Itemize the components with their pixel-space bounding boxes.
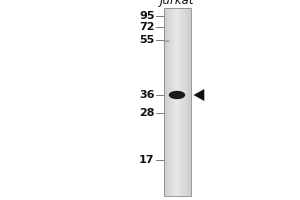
Bar xyxy=(182,8,183,196)
Text: Jurkat: Jurkat xyxy=(160,0,194,7)
Bar xyxy=(179,8,180,196)
Bar xyxy=(186,8,187,196)
Ellipse shape xyxy=(169,91,185,99)
Bar xyxy=(174,8,175,196)
Bar xyxy=(175,8,176,196)
Bar xyxy=(188,8,189,196)
Bar xyxy=(167,8,168,196)
Bar xyxy=(176,8,177,196)
Bar xyxy=(168,8,169,196)
Polygon shape xyxy=(194,89,204,101)
Bar xyxy=(189,8,190,196)
Bar xyxy=(187,8,188,196)
Text: 17: 17 xyxy=(139,155,154,165)
Bar xyxy=(171,8,172,196)
Bar xyxy=(183,8,184,196)
Bar xyxy=(165,8,166,196)
Bar xyxy=(167,8,168,196)
Bar xyxy=(170,8,171,196)
Text: 55: 55 xyxy=(139,35,154,45)
Bar xyxy=(172,8,173,196)
Bar xyxy=(164,8,165,196)
Bar xyxy=(190,8,191,196)
Text: 36: 36 xyxy=(139,90,154,100)
Bar xyxy=(180,8,181,196)
Bar xyxy=(187,8,188,196)
Bar xyxy=(177,8,178,196)
Bar xyxy=(166,8,167,196)
Bar xyxy=(166,8,167,196)
Text: 95: 95 xyxy=(139,11,154,21)
Bar xyxy=(182,8,183,196)
Text: 28: 28 xyxy=(139,108,154,118)
Bar xyxy=(181,8,182,196)
Bar xyxy=(176,8,177,196)
Bar xyxy=(178,8,179,196)
Bar xyxy=(185,8,186,196)
Bar xyxy=(170,8,171,196)
Bar xyxy=(174,8,175,196)
Bar xyxy=(184,8,185,196)
Bar xyxy=(181,8,182,196)
Bar xyxy=(186,8,187,196)
Bar xyxy=(188,8,189,196)
Bar xyxy=(164,8,190,196)
Text: 72: 72 xyxy=(139,22,154,32)
Bar xyxy=(168,8,169,196)
Bar xyxy=(178,8,179,196)
Bar xyxy=(189,8,190,196)
Ellipse shape xyxy=(163,40,170,42)
Bar xyxy=(180,8,181,196)
Bar xyxy=(169,8,170,196)
Bar xyxy=(169,8,170,196)
Bar xyxy=(173,8,174,196)
Bar xyxy=(184,8,185,196)
